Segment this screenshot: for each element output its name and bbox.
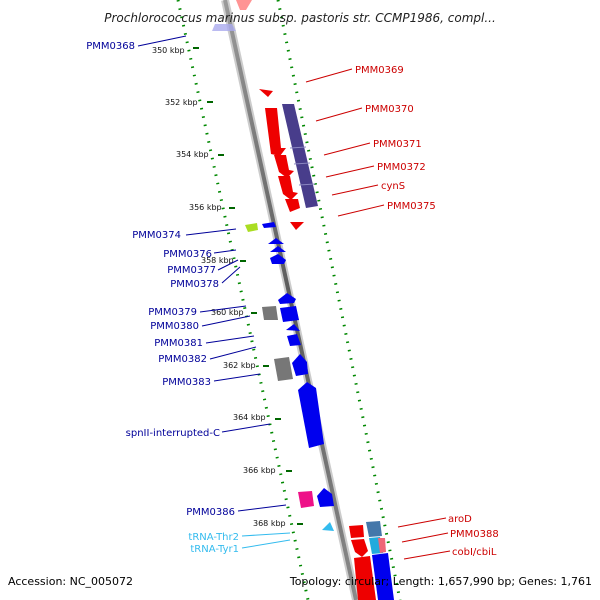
gene-pmm0374[interactable] — [245, 222, 276, 232]
label-pmm0386[interactable]: PMM0386 — [186, 507, 235, 518]
gene-pmm0370[interactable] — [265, 108, 286, 156]
tick-label-356: 356 kbp — [189, 203, 222, 212]
gene-pmm0378[interactable] — [270, 254, 286, 264]
accession-text: Accession: NC_005072 — [8, 575, 133, 588]
gene-pmm0377[interactable] — [270, 246, 286, 252]
left-leaders — [137, 35, 291, 549]
gene-pmm0383[interactable] — [292, 354, 308, 376]
tick-label-358: 358 kbp — [201, 256, 234, 265]
label-trna-thr2[interactable]: tRNA-Thr2 — [188, 532, 239, 543]
label-pmm0375[interactable]: PMM0375 — [387, 201, 436, 212]
tick-label-360: 360 kbp — [211, 308, 244, 317]
tick-label-364: 364 kbp — [233, 413, 266, 422]
label-pmm0380[interactable]: PMM0380 — [150, 321, 199, 332]
label-pmm0369[interactable]: PMM0369 — [355, 65, 404, 76]
tick-label-366: 366 kbp — [243, 466, 276, 475]
ruler-outer-left — [176, 0, 310, 600]
label-pmm0376[interactable]: PMM0376 — [163, 249, 212, 260]
topology-text: Topology: circular; Length: 1,657,990 bp… — [289, 575, 592, 588]
label-pmm0383[interactable]: PMM0383 — [162, 377, 211, 388]
gene-pmm0388[interactable] — [351, 537, 386, 557]
label-cyns[interactable]: cynS — [381, 181, 405, 192]
label-pmm0381[interactable]: PMM0381 — [154, 338, 203, 349]
label-pmm0379[interactable]: PMM0379 — [148, 307, 197, 318]
gene-pmm0381[interactable] — [286, 324, 301, 346]
label-pmm0382[interactable]: PMM0382 — [158, 354, 207, 365]
gene-pmm0371[interactable] — [274, 155, 294, 178]
tick-label-362: 362 kbp — [223, 361, 256, 370]
label-cobi-cbil[interactable]: cobI/cbiL — [452, 547, 497, 558]
gene-pmm0369[interactable] — [259, 89, 273, 97]
label-pmm0371[interactable]: PMM0371 — [373, 139, 422, 150]
gene-pmm0375[interactable] — [290, 222, 304, 230]
label-pmm0374[interactable]: PMM0374 — [132, 230, 181, 241]
ruler-ticks — [193, 47, 303, 525]
label-pmm0378[interactable]: PMM0378 — [170, 279, 219, 290]
gene-pmm0379[interactable] — [278, 293, 296, 304]
tick-label-354: 354 kbp — [176, 150, 209, 159]
label-arod[interactable]: aroD — [448, 514, 472, 525]
right-leaders — [305, 68, 451, 560]
trna-genes[interactable] — [322, 522, 334, 531]
gene-pmm0380[interactable] — [262, 306, 299, 322]
label-trna-tyr1[interactable]: tRNA-Tyr1 — [190, 544, 239, 555]
tick-label-368: 368 kbp — [253, 519, 286, 528]
label-spnii-interrupted-c[interactable]: spnII-interrupted-C — [126, 428, 220, 439]
ruler-outer-right — [276, 0, 402, 600]
label-pmm0372[interactable]: PMM0372 — [377, 162, 426, 173]
label-pmm0388[interactable]: PMM0388 — [450, 529, 499, 540]
tick-label-352: 352 kbp — [165, 98, 198, 107]
label-pmm0377[interactable]: PMM0377 — [167, 265, 216, 276]
tick-label-350: 350 kbp — [152, 46, 185, 55]
gene-spnii-interrupted-c[interactable] — [298, 382, 324, 448]
map-title: Prochlorococcus marinus subsp. pastoris … — [104, 11, 496, 25]
gene-pmm0386[interactable] — [298, 488, 334, 508]
gene-pmm0372[interactable] — [278, 176, 298, 200]
label-pmm0368[interactable]: PMM0368 — [86, 41, 135, 52]
protein-domain-block[interactable] — [282, 104, 318, 208]
gene-pmm0376[interactable] — [268, 238, 284, 244]
gene-pmm0382[interactable] — [274, 357, 293, 381]
gene-cobi-cbil[interactable] — [354, 553, 394, 600]
gene-cyns[interactable] — [285, 199, 300, 212]
gene-arod[interactable] — [349, 521, 382, 538]
feature-top-partial[interactable] — [212, 0, 252, 31]
label-pmm0370[interactable]: PMM0370 — [365, 104, 414, 115]
